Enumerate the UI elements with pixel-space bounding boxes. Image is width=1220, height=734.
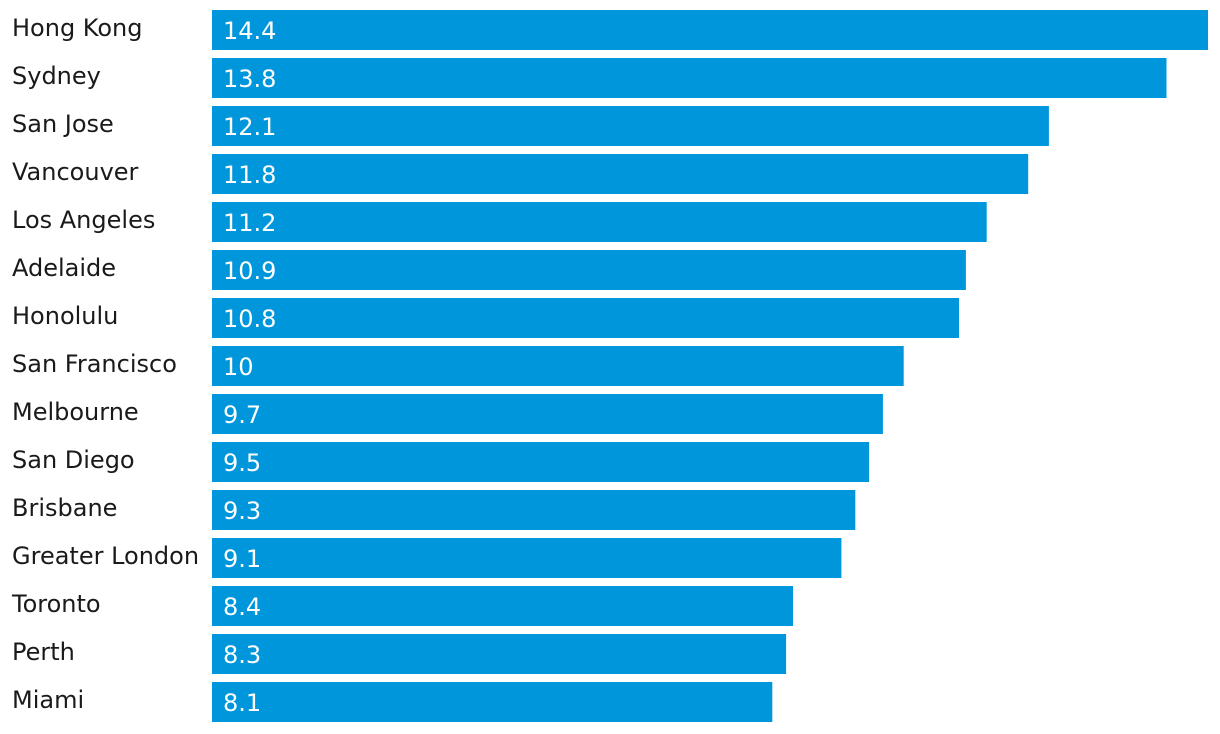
bar-honolulu	[212, 298, 959, 338]
category-label-miami: Miami	[12, 686, 84, 714]
bar-san-francisco	[212, 346, 904, 386]
category-label-vancouver: Vancouver	[12, 158, 139, 186]
value-labels: 14.4 13.8 12.1 11.8 11.2 10.9 10.8 10 9.7 9.5 9.3 9…	[223, 17, 276, 717]
bar-miami	[212, 682, 773, 722]
value-label-melbourne: 9.7	[223, 401, 261, 429]
value-label-vancouver: 11.8	[223, 161, 276, 189]
category-label-brisbane: Brisbane	[12, 494, 117, 522]
bar-sydney	[212, 58, 1167, 98]
bar-los-angeles	[212, 202, 987, 242]
category-label-hong-kong: Hong Kong	[12, 14, 142, 42]
bar-san-diego	[212, 442, 870, 482]
value-label-toronto: 8.4	[223, 593, 261, 621]
category-label-perth: Perth	[12, 638, 75, 666]
value-label-san-francisco: 10	[223, 353, 254, 381]
value-label-brisbane: 9.3	[223, 497, 261, 525]
category-label-san-francisco: San Francisco	[12, 350, 177, 378]
value-label-hong-kong: 14.4	[223, 17, 276, 45]
bar-vancouver	[212, 154, 1029, 194]
bar-melbourne	[212, 394, 883, 434]
bar-greater-london	[212, 538, 842, 578]
value-label-sydney: 13.8	[223, 65, 276, 93]
value-label-san-diego: 9.5	[223, 449, 261, 477]
category-labels: Hong Kong Sydney San Jose Vancouver Los Ange…	[11, 14, 199, 714]
category-label-sydney: Sydney	[12, 62, 101, 90]
category-label-melbourne: Melbourne	[12, 398, 139, 426]
value-label-san-jose: 12.1	[223, 113, 276, 141]
category-label-los-angeles: Los Angeles	[12, 206, 155, 234]
value-label-miami: 8.1	[223, 689, 261, 717]
bars	[212, 10, 1208, 722]
value-label-los-angeles: 11.2	[223, 209, 276, 237]
bar-san-jose	[212, 106, 1049, 146]
bar-brisbane	[212, 490, 856, 530]
category-label-san-diego: San Diego	[12, 446, 135, 474]
category-label-san-jose: San Jose	[12, 110, 114, 138]
value-label-honolulu: 10.8	[223, 305, 276, 333]
bar-adelaide	[212, 250, 966, 290]
value-label-perth: 8.3	[223, 641, 261, 669]
value-label-greater-london: 9.1	[223, 545, 261, 573]
value-label-adelaide: 10.9	[223, 257, 276, 285]
bar-hong-kong	[212, 10, 1208, 50]
bar-toronto	[212, 586, 793, 626]
category-label-greater-london: Greater London	[12, 542, 199, 570]
category-label-honolulu: Honolulu	[12, 302, 118, 330]
category-label-adelaide: Adelaide	[12, 254, 116, 282]
bar-perth	[212, 634, 787, 674]
category-label-toronto: Toronto	[11, 590, 101, 618]
